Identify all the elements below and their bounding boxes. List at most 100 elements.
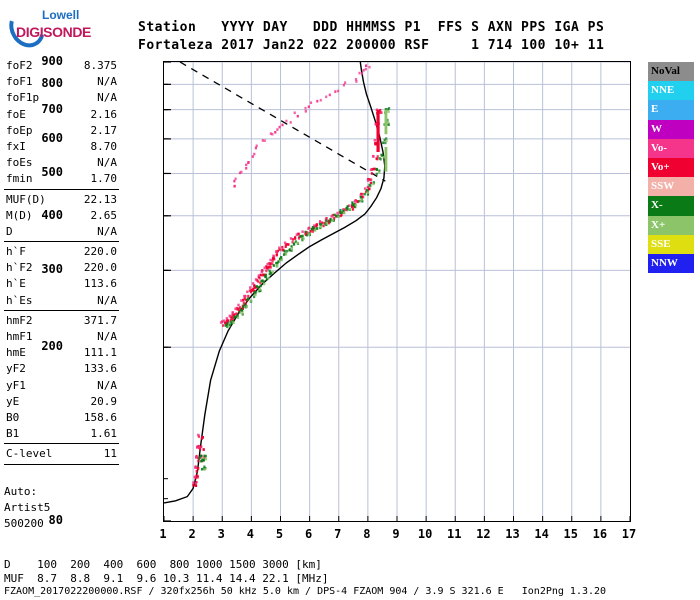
param-key: B0 — [6, 410, 20, 424]
param-value: 22.13 — [83, 192, 117, 206]
param-value: N/A — [97, 378, 117, 392]
legend-swatch-nne[interactable]: NNE — [648, 81, 694, 101]
param-value: 1.70 — [90, 172, 118, 186]
param-value: N/A — [97, 156, 117, 170]
param-key: foEs — [6, 156, 33, 170]
y-axis-tick-label: 500 — [41, 165, 63, 180]
param-value: 371.7 — [83, 313, 117, 327]
x-axis-tick-label: 11 — [447, 527, 462, 541]
x-axis-tick-label: 17 — [621, 527, 637, 541]
param-value: N/A — [97, 330, 117, 343]
param-divider — [4, 463, 119, 465]
param-row: h`E 113.6 — [4, 276, 119, 292]
x-axis-tick-label: 15 — [563, 527, 578, 541]
param-key: M(D) — [6, 208, 33, 222]
param-key: yF1 — [6, 378, 26, 392]
param-value: N/A — [97, 91, 117, 105]
param-row: foEp 2.17 — [4, 123, 119, 139]
param-row: yF1 N/A — [4, 378, 119, 394]
x-axis-tick-label: 5 — [275, 527, 284, 541]
param-key: foF2 — [6, 59, 33, 72]
muf-distance-table: D 100 200 400 600 800 1000 1500 3000 [km… — [4, 558, 329, 586]
ionogram-parameter-table: foF2 8.375 foF1 N/A foF1p N/A foE 2.16 foEp 2.17 f… — [4, 58, 119, 467]
param-value: 1.61 — [90, 427, 118, 441]
param-key: foF1 — [6, 75, 33, 89]
param-row: h`F 220.0 — [4, 244, 119, 260]
legend-swatch-x-[interactable]: X- — [648, 196, 694, 216]
trace-0 — [192, 108, 383, 487]
legend-swatch-w[interactable]: W — [648, 119, 694, 139]
param-value: 220.0 — [83, 261, 117, 275]
x-axis-tick-label: 13 — [505, 527, 520, 541]
legend-swatch-vo-[interactable]: Vo+ — [648, 157, 694, 178]
param-row: hmE 111.1 — [4, 345, 119, 361]
station-header-columns: Station YYYY DAY DDD HHMMSS P1 FFS S AXN… — [138, 20, 605, 35]
param-divider — [4, 188, 119, 190]
param-key: hmF1 — [6, 330, 33, 343]
param-value: N/A — [97, 293, 117, 307]
param-key: hmE — [6, 346, 26, 360]
legend-swatch-e[interactable]: E — [648, 100, 694, 120]
x-axis-tick-label: 8 — [363, 527, 371, 541]
distance-row: D 100 200 400 600 800 1000 1500 3000 [km… — [4, 558, 322, 571]
param-key: B1 — [6, 427, 20, 441]
param-row: hmF2 371.7 — [4, 313, 119, 329]
x-axis-tick-label: 14 — [534, 527, 549, 541]
param-value: 220.0 — [83, 245, 117, 259]
param-value: 8.70 — [90, 139, 118, 153]
ionogram-plot[interactable] — [163, 61, 631, 522]
param-row: foE 2.16 — [4, 107, 119, 123]
param-value: 113.6 — [83, 277, 117, 291]
param-value: 133.6 — [83, 362, 117, 376]
param-value: 111.1 — [83, 346, 117, 360]
y-axis-tick-label: 400 — [41, 207, 63, 222]
legend-swatch-ssw[interactable]: SSW — [648, 177, 694, 197]
param-value: N/A — [97, 224, 117, 238]
param-divider — [4, 443, 119, 445]
param-key: C-level — [6, 447, 53, 461]
autoscale-label: Auto: — [4, 485, 38, 498]
param-divider — [4, 241, 119, 243]
param-key: h`F — [6, 245, 26, 259]
x-axis-tick-label: 16 — [592, 527, 608, 541]
autoscale-program: Artist5 — [4, 501, 51, 515]
logo-brand-top: Lowell — [42, 8, 80, 22]
param-row: foEs N/A — [4, 155, 119, 171]
x-axis-labels: 1 2 3 4 5 6 7 8 9 10 11 12 13 14 15 16 17 — [159, 527, 636, 543]
param-key: yF2 — [6, 362, 26, 376]
param-row: M(D) 2.65 — [4, 208, 119, 224]
x-axis-tick-label: 12 — [476, 527, 491, 541]
param-row: yF2 133.6 — [4, 361, 119, 377]
param-row: yE 20.9 — [4, 394, 119, 410]
param-key: foE — [6, 107, 26, 121]
x-axis-tick-label: 9 — [392, 527, 400, 541]
param-key: fmin — [6, 172, 33, 186]
ionogram-canvas — [164, 62, 630, 521]
param-row: B1 1.61 — [4, 426, 119, 442]
param-row: foF2 8.375 — [4, 58, 119, 74]
param-value: 2.17 — [90, 123, 118, 137]
legend-swatch-sse[interactable]: SSE — [648, 234, 694, 254]
x-axis-tick-label: 1 — [159, 527, 167, 541]
param-row: D N/A — [4, 224, 119, 240]
param-value: 2.16 — [90, 107, 118, 121]
param-row: h`Es N/A — [4, 293, 119, 309]
legend-swatch-vo-[interactable]: Vo- — [648, 138, 694, 158]
legend-swatch-x-[interactable]: X+ — [648, 215, 694, 235]
param-row: B0 158.6 — [4, 410, 119, 426]
param-key: h`F2 — [6, 261, 33, 275]
autoscale-code: 500200 — [4, 517, 44, 531]
param-key: h`E — [6, 277, 26, 291]
station-header: Station YYYY DAY DDD HHMMSS P1 FFS S AXN… — [138, 19, 604, 55]
param-row: foF1p N/A — [4, 90, 119, 106]
logo-brand-bottom: DIGISONDE — [16, 24, 91, 40]
station-header-values: Fortaleza 2017 Jan22 022 200000 RSF 1 71… — [138, 38, 605, 53]
param-value: N/A — [97, 75, 117, 89]
x-axis-tick-label: 10 — [417, 527, 433, 541]
y-axis-tick-label: 800 — [41, 76, 63, 91]
param-value: 20.9 — [90, 394, 118, 408]
param-divider — [4, 309, 119, 311]
trace-1 — [198, 107, 391, 471]
legend-swatch-nnw[interactable]: NNW — [648, 253, 694, 274]
legend-swatch-noval[interactable]: NoVal — [648, 62, 694, 82]
